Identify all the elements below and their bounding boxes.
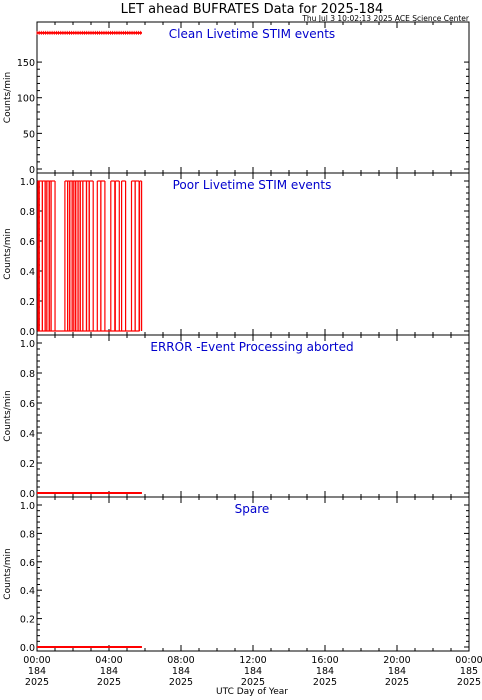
y-tick-label: 100: [17, 94, 35, 105]
panel-title: ERROR -Event Processing aborted: [150, 340, 353, 354]
panel-1: 0 50 100 150 Counts/min Clean Livetime STIM e…: [3, 21, 470, 176]
y-axis-label: Counts/min: [3, 72, 13, 123]
y-tick-label: 0.6: [20, 399, 35, 410]
x-tick-label-day: 184: [100, 666, 118, 677]
x-tick-label-year: 2025: [385, 677, 409, 688]
y-tick-label: 0.4: [20, 267, 35, 278]
y-tick-label: 0.6: [20, 237, 35, 248]
y-tick-label: 50: [23, 129, 35, 140]
x-tick-label-year: 2025: [25, 677, 49, 688]
y-axis-label: Counts/min: [3, 390, 13, 441]
y-tick-label: 0.4: [20, 429, 35, 440]
panel-2: 0.0 0.2 0.4 0.6 0.8 1.0 Counts/min Poor Livetim…: [3, 172, 470, 338]
x-tick-label-year: 2025: [313, 677, 337, 688]
y-tick-label: 0.2: [20, 297, 35, 308]
panel-3: 0.0 0.2 0.4 0.6 0.8 1.0 Counts/min ERROR -Event…: [3, 334, 470, 500]
y-tick-label: 1.0: [20, 177, 35, 188]
y-tick-label: 0.6: [20, 558, 35, 569]
y-tick-label: 0.0: [20, 489, 35, 500]
y-tick-label: 0.2: [20, 615, 35, 626]
x-tick-label-time: 16:00: [311, 655, 338, 666]
x-tick-label-time: 12:00: [239, 655, 266, 666]
y-tick-label: 0.0: [20, 643, 35, 654]
y-tick-label: 0.4: [20, 586, 35, 597]
x-tick-label-time: 00:00: [23, 655, 50, 666]
x-tick-label-time: 08:00: [167, 655, 194, 666]
panel-title: Clean Livetime STIM events: [169, 27, 335, 41]
x-tick-label-day: 184: [244, 666, 262, 677]
x-tick-label-time: 20:00: [383, 655, 410, 666]
x-tick-label-day: 184: [172, 666, 190, 677]
panel-frame: [36, 21, 470, 174]
y-axis-label: Counts/min: [3, 548, 13, 599]
x-tick-label-day: 184: [388, 666, 406, 677]
x-axis-label: UTC Day of Year: [216, 687, 288, 697]
timestamp: Thu Jul 3 10:02:13 2025 ACE Science Cent…: [301, 14, 470, 23]
y-tick-label: 1.0: [20, 339, 35, 350]
figure-title: LET ahead BUFRATES Data for 2025-184: [121, 2, 384, 17]
x-tick-label-year: 2025: [169, 677, 193, 688]
x-tick-label-time: 04:00: [95, 655, 122, 666]
x-tick-label-day: 184: [28, 666, 46, 677]
y-axis-label: Counts/min: [3, 228, 13, 279]
y-tick-label: 150: [17, 58, 35, 69]
y-tick-label: 0.8: [20, 207, 35, 218]
x-tick-label-year: 2025: [241, 677, 265, 688]
x-tick-label-year: 2025: [97, 677, 121, 688]
y-tick-label: 0.2: [20, 459, 35, 470]
panel-4: 0.0 0.2 0.4 0.6 0.8 1.0 Counts/min Spare: [3, 496, 470, 654]
panel-frame: [36, 172, 470, 336]
y-tick-label: 0: [29, 165, 35, 176]
panel-title: Poor Livetime STIM events: [173, 178, 332, 192]
y-tick-label: 1.0: [20, 501, 35, 512]
panel-title: Spare: [235, 502, 270, 516]
x-tick-label-year: 2025: [457, 677, 481, 688]
y-tick-label: 0.8: [20, 369, 35, 380]
panel-frame: [36, 334, 470, 498]
x-tick-label-day: 184: [316, 666, 334, 677]
y-tick-label: 0.0: [20, 327, 35, 338]
y-tick-label: 0.8: [20, 529, 35, 540]
x-tick-label-day: 185: [460, 666, 478, 677]
x-tick-label-time: 00:00: [455, 655, 482, 666]
panel-frame: [36, 496, 470, 652]
